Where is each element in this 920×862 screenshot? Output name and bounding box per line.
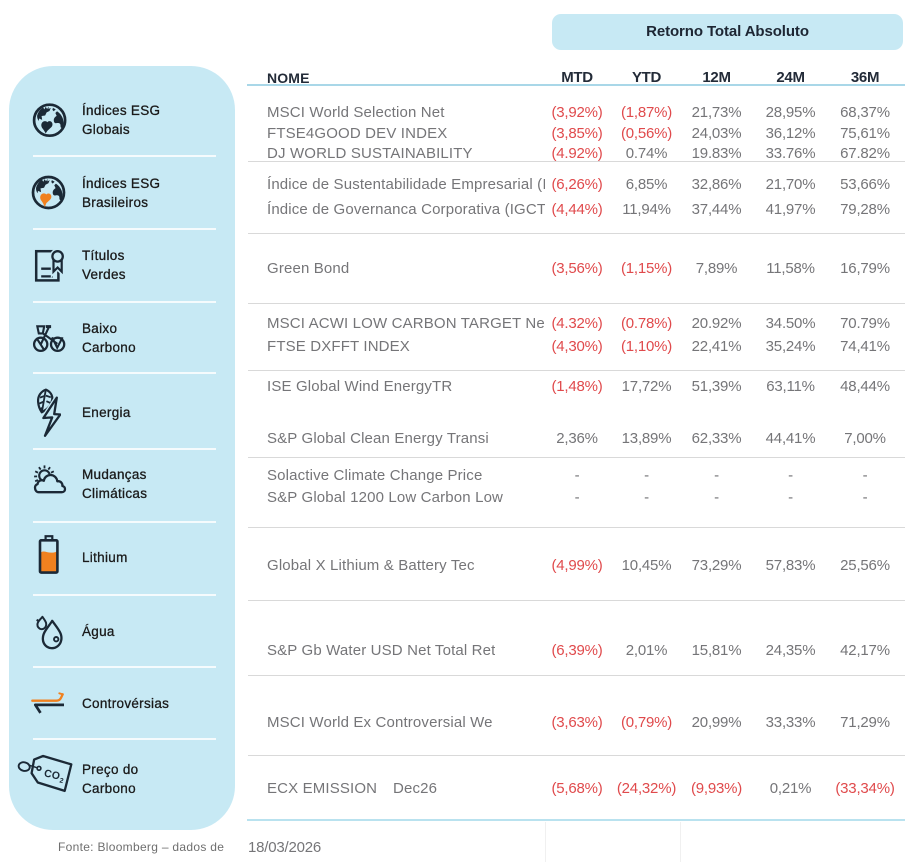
svg-text:CO2: CO2 [42,767,65,785]
